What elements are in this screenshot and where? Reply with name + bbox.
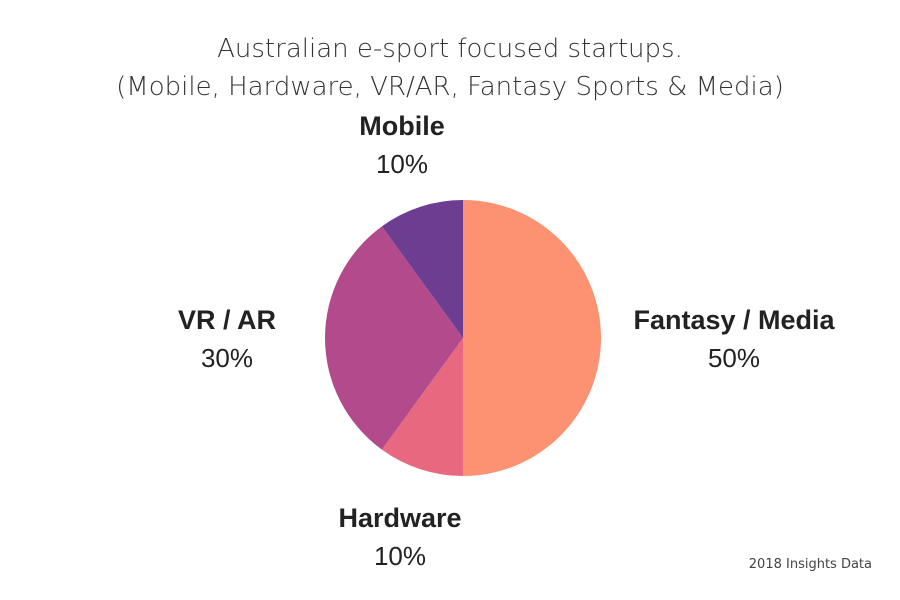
pie-slices <box>325 200 601 476</box>
slice-value-vr-ar: 30% <box>200 343 254 373</box>
slice-label-vr-ar: VR / AR 30% <box>97 302 357 376</box>
pie-slice-fantasy-media <box>463 200 601 476</box>
slice-name-mobile: Mobile <box>359 111 445 141</box>
pie-slice-hardware <box>381 338 463 476</box>
slice-name-fantasy-media: Fantasy / Media <box>633 305 835 335</box>
pie-slice-mobile <box>381 200 463 338</box>
slice-label-fantasy-media: Fantasy / Media 50% <box>604 302 864 376</box>
slice-name-vr-ar: VR / AR <box>177 305 276 335</box>
data-source-note: 2018 Insights Data <box>748 557 872 572</box>
slice-name-hardware: Hardware <box>338 503 462 533</box>
slice-value-mobile: 10% <box>375 149 429 179</box>
pie-slice-vr-ar <box>325 226 463 450</box>
chart-title-line-2: (Mobile, Hardware, VR/AR, Fantasy Sports… <box>116 72 784 102</box>
chart-title-line-1: Australian e-sport focused startups. <box>217 34 683 64</box>
chart-title: Australian e-sport focused startups. (Mo… <box>0 30 900 106</box>
slice-label-hardware: Hardware 10% <box>270 500 530 574</box>
slice-label-mobile: Mobile 10% <box>272 108 532 182</box>
slice-value-fantasy-media: 50% <box>707 343 761 373</box>
slice-value-hardware: 10% <box>373 541 427 571</box>
